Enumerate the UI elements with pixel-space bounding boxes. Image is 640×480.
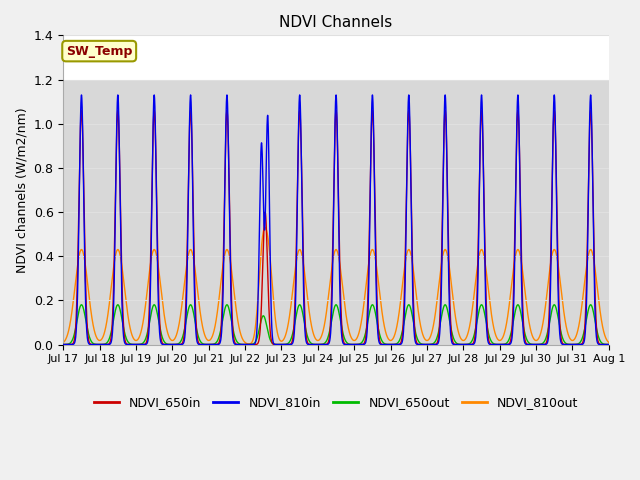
Bar bbox=[63, 80, 609, 345]
Title: NDVI Channels: NDVI Channels bbox=[280, 15, 393, 30]
Legend: NDVI_650in, NDVI_810in, NDVI_650out, NDVI_810out: NDVI_650in, NDVI_810in, NDVI_650out, NDV… bbox=[88, 391, 584, 414]
Y-axis label: NDVI channels (W/m2/nm): NDVI channels (W/m2/nm) bbox=[15, 107, 28, 273]
Text: SW_Temp: SW_Temp bbox=[66, 45, 132, 58]
